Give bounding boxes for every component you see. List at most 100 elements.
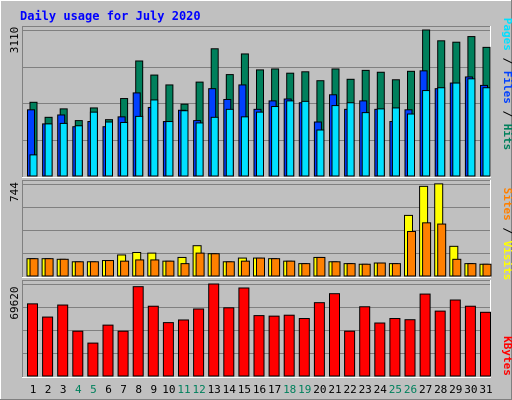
bar-kbytes — [223, 307, 235, 377]
bar-sites — [301, 263, 311, 277]
x-tick-label: 16 — [253, 383, 266, 396]
bar-kbytes — [87, 342, 99, 377]
bar-sites — [271, 258, 281, 277]
legend-kbytes: KBytes — [501, 336, 512, 376]
bar-pages — [391, 107, 400, 177]
bar-pages — [286, 100, 295, 177]
x-tick-label: 28 — [434, 383, 447, 396]
bar-kbytes — [27, 303, 38, 377]
bar-pages — [361, 112, 370, 177]
x-tick-label: 5 — [90, 383, 97, 396]
chart-title: Daily usage for July 2020 — [20, 9, 201, 23]
bar-kbytes — [238, 287, 250, 377]
bar-sites — [29, 258, 39, 277]
bar-pages — [89, 111, 98, 177]
bar-kbytes — [374, 322, 386, 377]
x-tick-label: 14 — [223, 383, 237, 396]
bar-sites — [195, 252, 205, 277]
visits-max-label: 744 — [8, 182, 21, 202]
x-tick-label: 30 — [464, 383, 477, 396]
bar-kbytes — [253, 315, 265, 377]
bar-sites — [346, 263, 356, 277]
legend-hits: Hits — [501, 124, 512, 151]
bar-sites — [482, 263, 492, 277]
x-tick-label: 23 — [359, 383, 372, 396]
bar-kbytes — [102, 324, 114, 377]
bar-sites — [422, 222, 432, 277]
x-tick-label: 6 — [105, 383, 112, 396]
x-tick-label: 31 — [479, 383, 492, 396]
bar-kbytes — [283, 314, 295, 377]
bar-sites — [467, 263, 477, 277]
legend-visits-sites: Sites / Visits — [501, 188, 512, 281]
bar-kbytes — [147, 305, 159, 377]
bar-pages — [165, 121, 174, 177]
bar-sites — [105, 260, 114, 277]
bar-pages — [422, 90, 431, 177]
bar-sites — [44, 258, 54, 277]
bar-pages — [44, 123, 53, 177]
bar-pages — [225, 108, 234, 177]
bar-pages — [452, 82, 461, 177]
bar-pages — [482, 87, 491, 177]
bar-sites — [74, 261, 84, 277]
x-tick-label: 2 — [45, 383, 52, 396]
bar-kbytes — [132, 286, 144, 377]
bar-kbytes — [434, 310, 446, 377]
bar-pages — [210, 116, 219, 177]
bar-pages — [301, 100, 310, 177]
bar-sites — [89, 261, 99, 277]
bar-kbytes — [464, 305, 476, 377]
bar-sites — [437, 223, 447, 277]
x-tick-label: 3 — [60, 383, 67, 396]
x-tick-label: 19 — [298, 383, 311, 396]
bar-pages — [346, 102, 355, 177]
x-tick-label: 9 — [150, 383, 157, 396]
bar-pages — [180, 110, 189, 177]
bar-kbytes — [193, 308, 205, 377]
bar-kbytes — [404, 319, 416, 377]
x-tick-label: 15 — [238, 383, 251, 396]
x-tick-label: 25 — [389, 383, 402, 396]
x-tick-label: 7 — [120, 383, 127, 396]
bar-kbytes — [162, 322, 174, 377]
bar-sites — [180, 263, 190, 277]
x-tick-label: 13 — [208, 383, 221, 396]
bar-sites — [120, 260, 130, 277]
bar-kbytes — [389, 318, 401, 377]
bar-sites — [210, 253, 220, 277]
legend-sites: Sites — [501, 188, 512, 221]
bar-sites — [225, 261, 235, 277]
bar-sites — [316, 256, 326, 277]
legend-visits: Visits — [501, 241, 512, 281]
x-tick-label: 27 — [419, 383, 432, 396]
bar-pages — [74, 125, 83, 177]
bar-sites — [331, 261, 341, 277]
bar-kbytes — [208, 283, 220, 377]
bar-pages — [150, 99, 159, 177]
bar-sites — [286, 260, 296, 277]
bar-kbytes — [178, 319, 189, 377]
bar-kbytes — [419, 293, 431, 377]
kbytes-max-label: 69620 — [8, 286, 21, 319]
x-axis-labels: 1 2 3 4 5 6 7 8 9 10 11 12 13 14 15 16 17 18 19 20 21 22 23 24 2… — [30, 383, 493, 396]
bar-sites — [452, 258, 462, 277]
bar-pages — [331, 105, 340, 177]
x-tick-label: 26 — [404, 383, 417, 396]
x-tick-label: 20 — [313, 383, 326, 396]
hits-max-label: 3110 — [8, 27, 21, 54]
bar-sites — [376, 262, 386, 277]
bar-kbytes — [268, 315, 280, 377]
x-tick-label: 10 — [162, 383, 175, 396]
bar-pages — [120, 121, 129, 177]
bar-pages — [271, 106, 280, 177]
bar-kbytes — [117, 330, 129, 377]
x-tick-label: 8 — [135, 383, 142, 396]
legend-kbytes-label: KBytes — [501, 336, 512, 376]
bar-sites — [135, 259, 145, 277]
bar-kbytes — [42, 316, 54, 377]
bar-sites — [150, 259, 160, 277]
bar-sites — [165, 260, 175, 277]
bar-kbytes — [449, 299, 461, 377]
x-tick-label: 4 — [75, 383, 82, 396]
